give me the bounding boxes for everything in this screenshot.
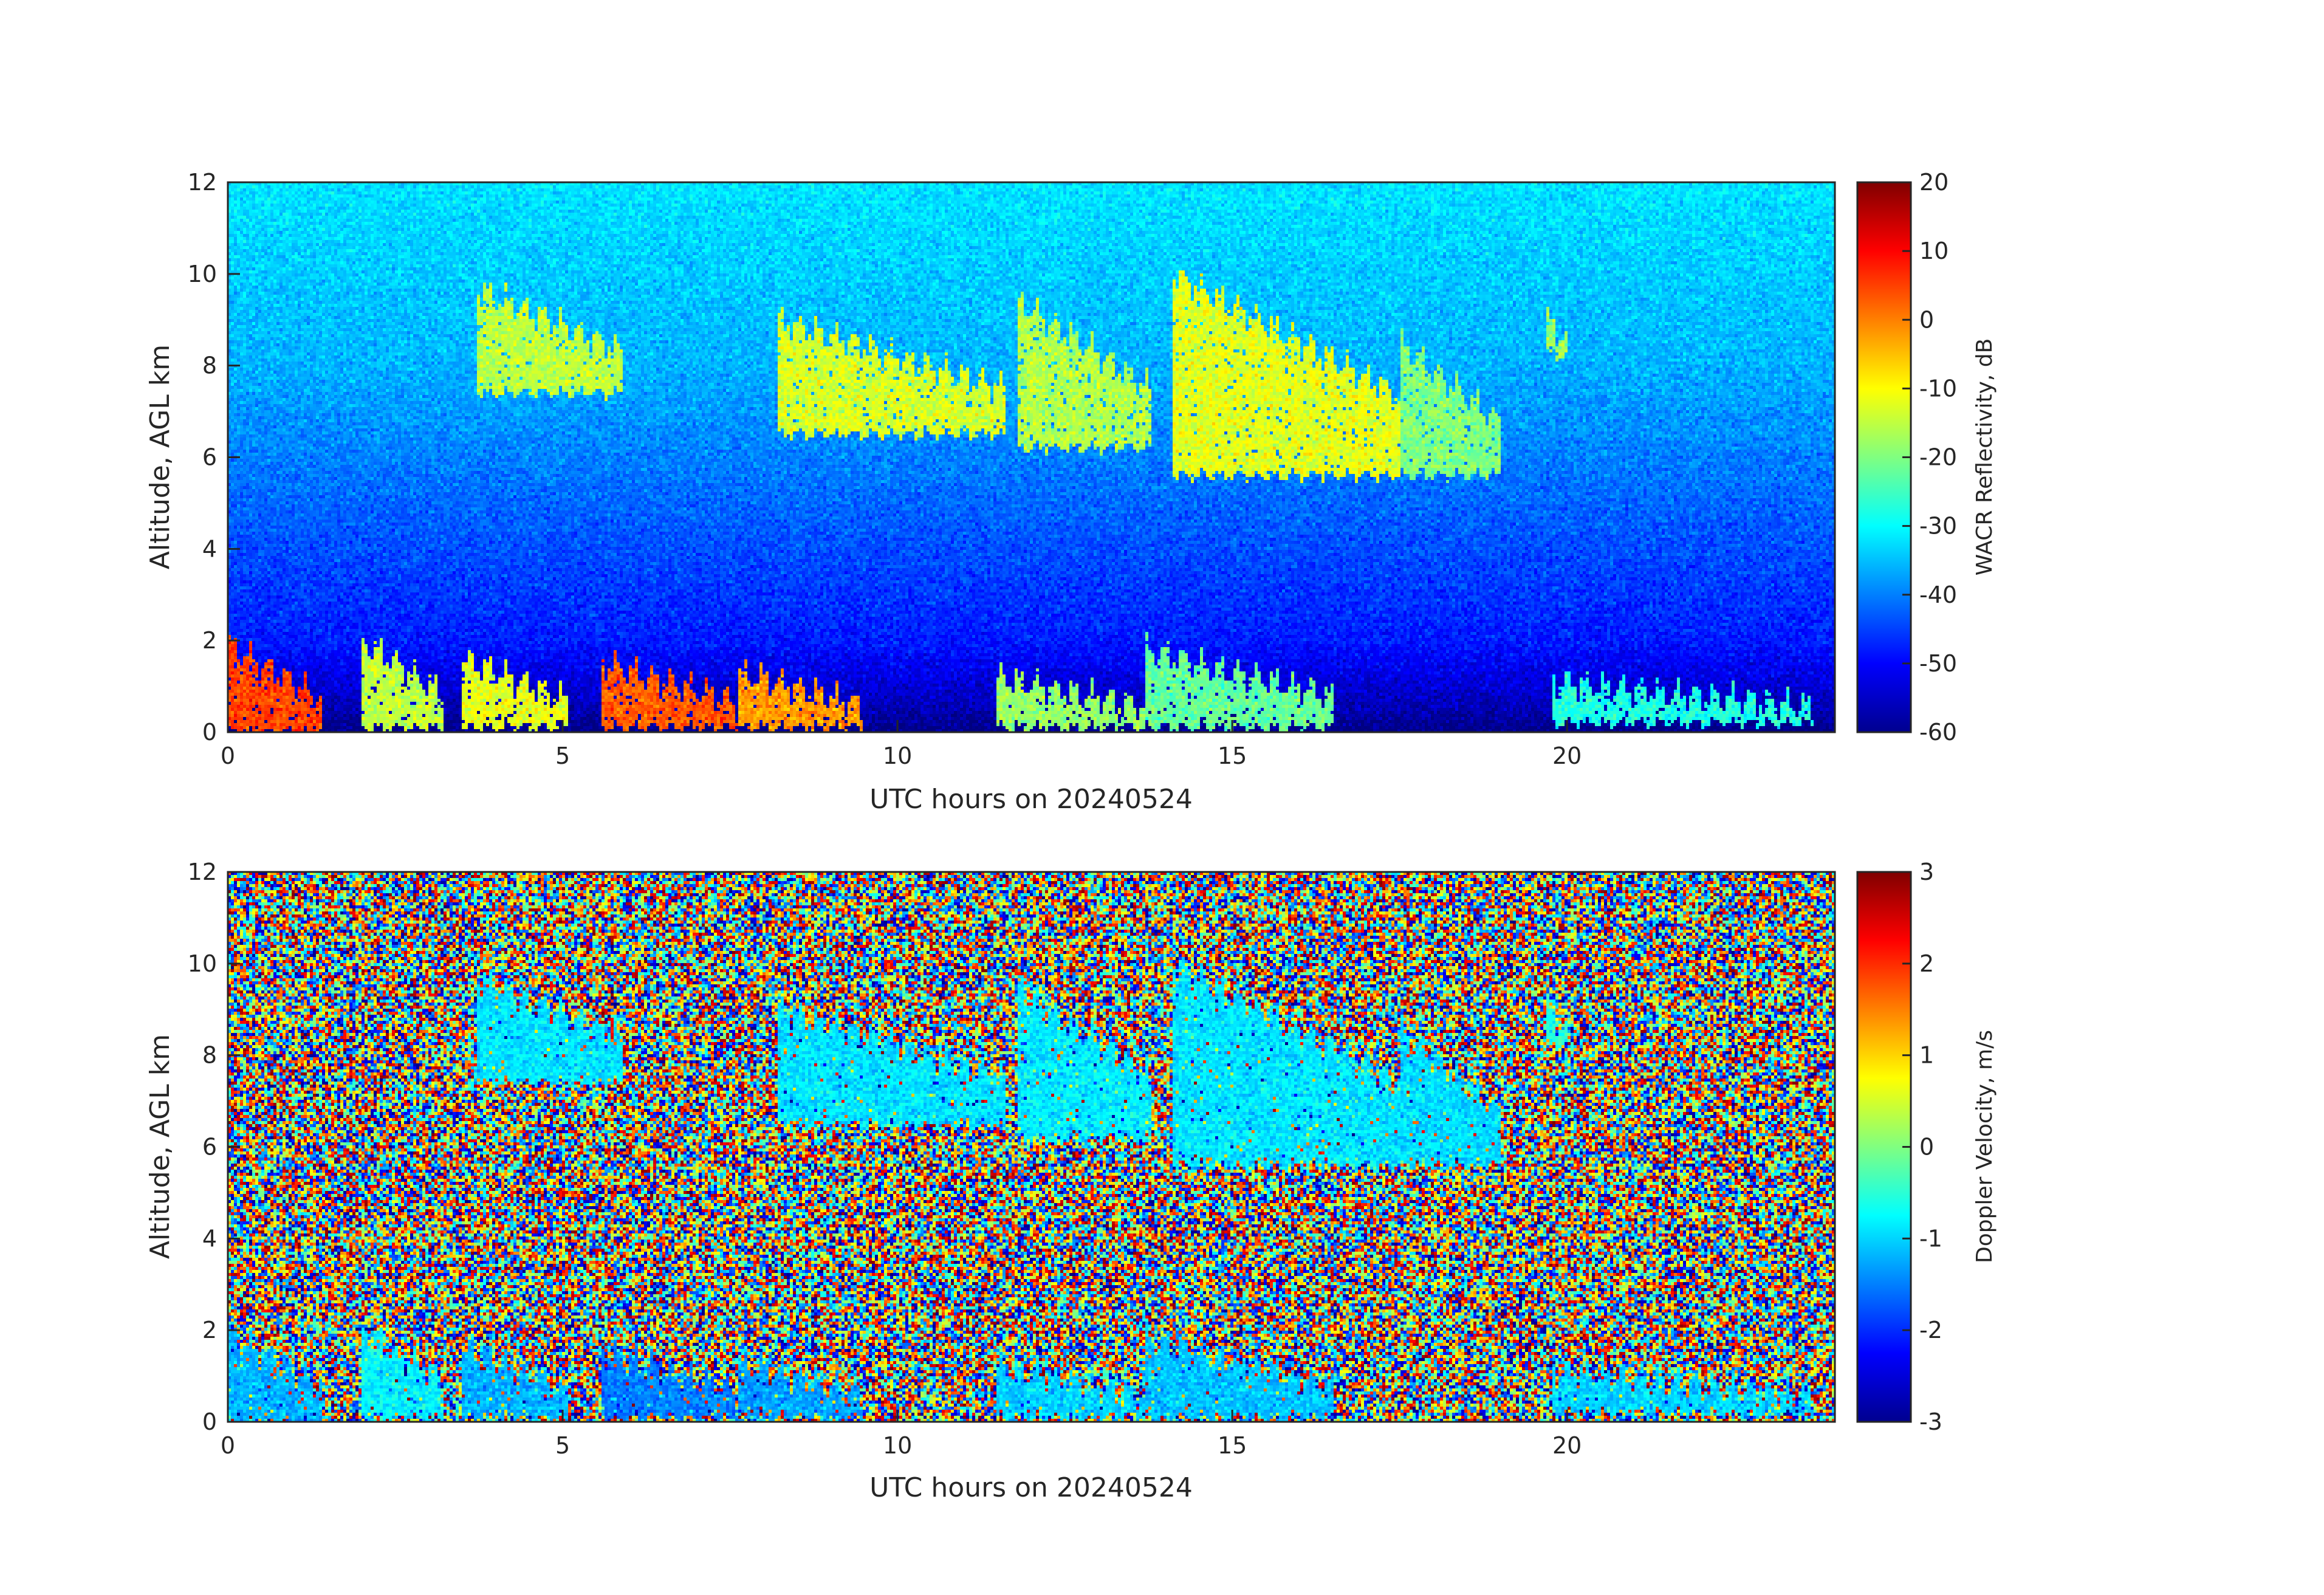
colorbar-tick-label: 0	[1919, 306, 1934, 333]
colorbar-label: Doppler Velocity, m/s	[1972, 1030, 1997, 1263]
x-tick-label: 15	[1218, 1432, 1247, 1459]
y-tick-label: 4	[202, 535, 217, 562]
colorbar-tick-label: -60	[1919, 719, 1957, 746]
y-axis-label: Altitude, AGL km	[145, 345, 176, 569]
reflectivity-heatmap	[228, 182, 1835, 732]
colorbar-gradient	[1856, 181, 1912, 733]
colorbar: 3 2 1 0 -1 -2 -3 Doppler Velocity, m/s	[1856, 859, 1997, 1435]
colorbar-tick-label: 2	[1919, 950, 1934, 977]
x-tick-label: 5	[555, 1432, 570, 1459]
y-tick-label: 10	[188, 261, 217, 287]
x-axis: 0 5 10 15 20	[221, 1410, 1582, 1459]
x-tick-label: 10	[883, 743, 912, 769]
y-tick-label: 6	[202, 444, 217, 471]
colorbar-tick-label: 0	[1919, 1134, 1934, 1161]
colorbar: 20 10 0 -10 -20 -30 -40 -50 -60 WACR Reflectivit…	[1856, 169, 1997, 746]
colorbar-tick-label: -2	[1919, 1317, 1942, 1343]
colorbar-tick-label: 1	[1919, 1042, 1934, 1069]
x-axis-label: UTC hours on 20240524	[869, 784, 1193, 815]
y-tick-label: 12	[188, 169, 217, 196]
colorbar-tick-label: 10	[1919, 238, 1949, 264]
y-tick-label: 8	[202, 1042, 217, 1069]
colorbar-tick-label: -50	[1919, 650, 1957, 677]
x-axis: 0 5 10 15 20	[221, 720, 1582, 769]
y-tick-label: 0	[202, 719, 217, 746]
colorbar-tick-label: -1	[1919, 1225, 1942, 1252]
colorbar-tick-label: 3	[1919, 859, 1934, 885]
colorbar-tick-label: -10	[1919, 375, 1957, 402]
y-axis: 0 2 4 6 8 10 12	[188, 859, 240, 1435]
colorbar-tick-label: 20	[1919, 169, 1949, 196]
y-tick-label: 4	[202, 1225, 217, 1252]
y-tick-label: 2	[202, 627, 217, 654]
x-tick-label: 20	[1552, 743, 1582, 769]
y-tick-label: 12	[188, 859, 217, 885]
y-tick-label: 10	[188, 950, 217, 977]
y-tick-label: 6	[202, 1134, 217, 1161]
y-tick-label: 0	[202, 1408, 217, 1435]
x-tick-label: 0	[221, 1432, 235, 1459]
colorbar-tick-label: -30	[1919, 513, 1957, 540]
reflectivity-panel: 0 5 10 15 20 0 2 4 6 8 10 12 UTC hours on 20240524…	[145, 169, 1997, 815]
y-tick-label: 2	[202, 1317, 217, 1343]
y-axis: 0 2 4 6 8 10 12	[188, 169, 240, 746]
colorbar-label: WACR Reflectivity, dB	[1972, 338, 1997, 576]
y-axis-label: Altitude, AGL km	[145, 1034, 176, 1259]
doppler-heatmap	[228, 872, 1835, 1422]
colorbar-ticks: 3 2 1 0 -1 -2 -3	[1902, 859, 1942, 1435]
x-axis-label: UTC hours on 20240524	[869, 1472, 1193, 1503]
y-tick-label: 8	[202, 352, 217, 379]
colorbar-tick-label: -20	[1919, 444, 1957, 471]
colorbar-gradient	[1856, 871, 1912, 1423]
colorbar-tick-label: -40	[1919, 581, 1957, 608]
x-tick-label: 20	[1552, 1432, 1582, 1459]
colorbar-tick-label: -3	[1919, 1408, 1942, 1435]
x-tick-label: 0	[221, 743, 235, 769]
colorbar-ticks: 20 10 0 -10 -20 -30 -40 -50 -60	[1902, 169, 1957, 746]
x-tick-label: 15	[1218, 743, 1247, 769]
x-tick-label: 5	[555, 743, 570, 769]
x-tick-label: 10	[883, 1432, 912, 1459]
